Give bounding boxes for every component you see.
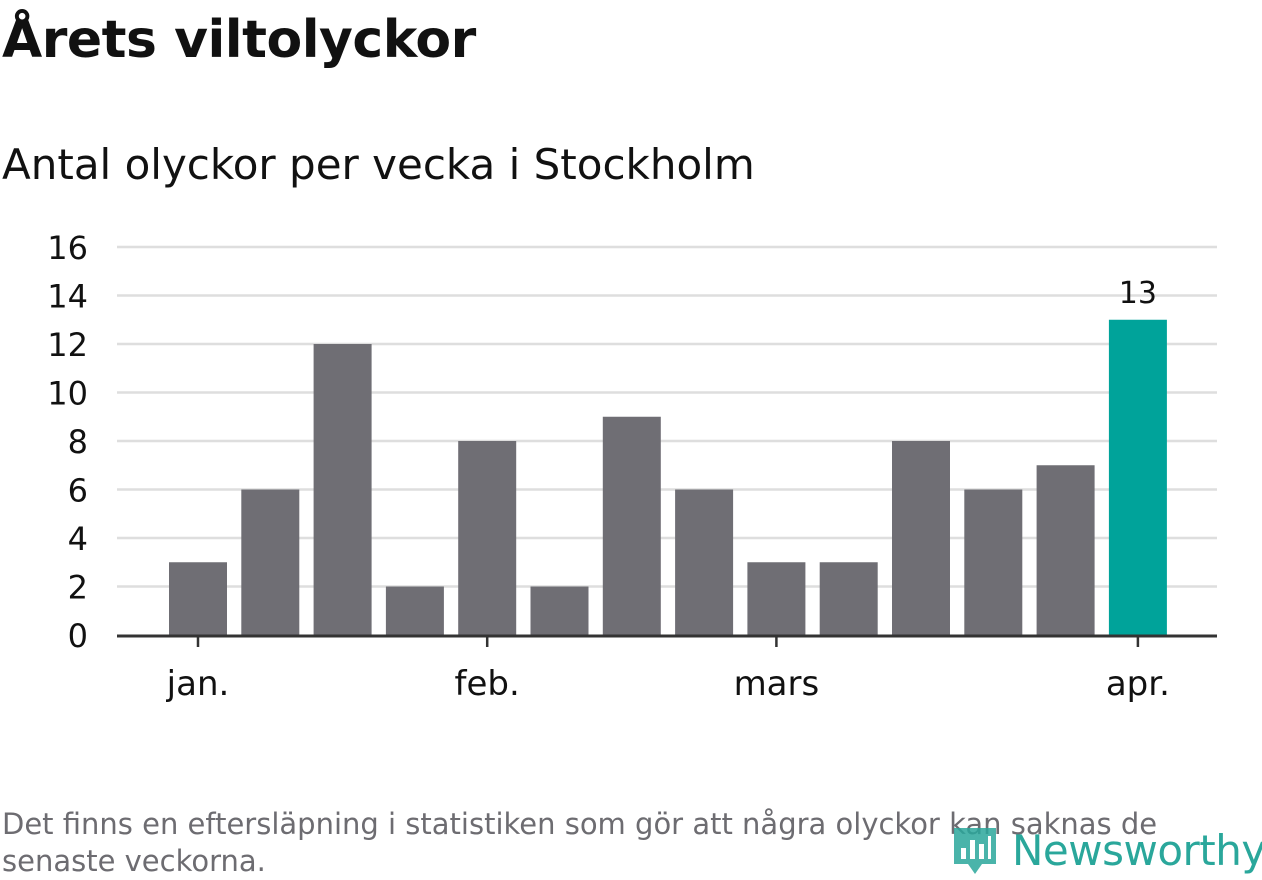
x-tick-label: apr. (1106, 664, 1170, 704)
y-tick-label: 2 (68, 569, 88, 607)
bar-v8 (675, 489, 734, 635)
bar-v2 (241, 489, 300, 635)
bar-v3 (313, 344, 372, 635)
bar-v14 (1108, 319, 1167, 635)
footnote: Det finns en eftersläpning i statistiken… (2, 807, 1158, 878)
y-tick-label: 14 (47, 278, 88, 316)
bar-v11 (892, 441, 950, 635)
grid-layer (117, 245, 1217, 588)
y-tick-label: 0 (68, 617, 88, 655)
brand-name: Newsworthy (1012, 825, 1262, 875)
bar-v5 (458, 441, 517, 635)
y-tick-label: 8 (68, 423, 88, 461)
bar-v13 (1036, 465, 1095, 635)
bar-chart: 0 2 4 6 8 10 12 14 16 jan. feb. mars apr. 13 (47, 229, 1217, 704)
newsworthy-logo-icon (954, 828, 996, 874)
x-axis: jan. feb. mars apr. (117, 634, 1217, 704)
y-tick-label: 6 (68, 472, 88, 510)
x-tick-label: mars (734, 664, 820, 704)
bar-v6 (530, 586, 589, 635)
x-tick-label: jan. (166, 664, 230, 704)
bars (169, 319, 1167, 635)
bar-v1 (169, 562, 227, 635)
y-tick-label: 10 (47, 375, 88, 413)
brand-logo: Newsworthy (950, 820, 1262, 880)
bar-v10 (819, 562, 878, 635)
bar-v4 (385, 586, 444, 635)
y-axis-ticks: 0 2 4 6 8 10 12 14 16 (47, 229, 88, 655)
y-tick-label: 16 (47, 229, 88, 267)
chart-subtitle: Antal olyckor per vecka i Stockholm (2, 140, 755, 189)
chart-title: Årets viltolyckor (2, 10, 476, 70)
bar-v12 (964, 489, 1023, 635)
data-label: 13 (1119, 276, 1157, 311)
x-tick-label: feb. (455, 664, 520, 704)
y-tick-label: 12 (47, 326, 88, 364)
data-labels: 13 (1119, 276, 1157, 311)
bar-v9 (747, 562, 806, 635)
bar-v7 (602, 416, 661, 635)
y-tick-label: 4 (68, 520, 88, 558)
